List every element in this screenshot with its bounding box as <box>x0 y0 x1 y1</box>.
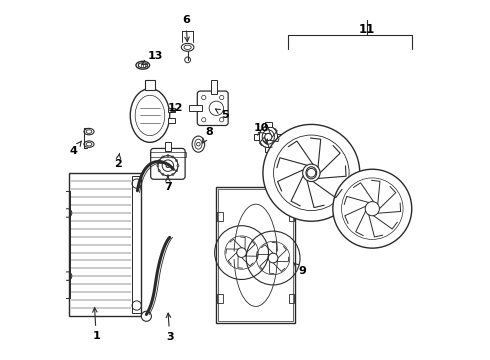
Text: 11: 11 <box>359 23 375 36</box>
Text: 5: 5 <box>216 109 229 121</box>
Bar <box>211 80 218 94</box>
Ellipse shape <box>130 89 170 142</box>
Text: 2: 2 <box>114 153 122 169</box>
Ellipse shape <box>181 43 194 51</box>
Bar <box>217 212 223 221</box>
Bar <box>132 176 141 313</box>
Ellipse shape <box>84 129 94 135</box>
Circle shape <box>141 311 151 321</box>
Bar <box>168 108 175 112</box>
Text: 3: 3 <box>166 313 173 342</box>
Text: 1: 1 <box>92 308 100 341</box>
Text: 9: 9 <box>294 263 306 276</box>
Ellipse shape <box>86 142 92 146</box>
Bar <box>265 147 272 152</box>
Bar <box>165 142 171 151</box>
Ellipse shape <box>136 61 149 69</box>
Text: 13: 13 <box>142 51 163 65</box>
Bar <box>219 189 293 321</box>
Bar <box>217 294 223 303</box>
Circle shape <box>333 169 412 248</box>
Text: 8: 8 <box>202 127 213 143</box>
Ellipse shape <box>84 141 94 147</box>
Circle shape <box>263 125 360 221</box>
FancyBboxPatch shape <box>151 148 185 179</box>
Bar <box>277 134 283 140</box>
Bar <box>289 294 294 303</box>
Ellipse shape <box>192 136 205 152</box>
Text: 7: 7 <box>164 176 172 192</box>
Text: 12: 12 <box>167 103 183 113</box>
Bar <box>254 134 259 140</box>
Circle shape <box>185 57 191 63</box>
Bar <box>69 173 141 316</box>
Bar <box>190 105 202 111</box>
Bar <box>65 191 71 298</box>
Bar <box>150 152 186 157</box>
Ellipse shape <box>86 130 92 134</box>
Text: 4: 4 <box>70 141 81 156</box>
Bar <box>216 187 295 323</box>
Ellipse shape <box>259 126 278 148</box>
FancyBboxPatch shape <box>197 91 228 126</box>
Text: 6: 6 <box>182 15 190 41</box>
Bar <box>145 80 155 90</box>
Text: 10: 10 <box>253 123 269 144</box>
Bar <box>168 118 175 123</box>
Bar <box>265 122 272 127</box>
Bar <box>289 212 294 221</box>
